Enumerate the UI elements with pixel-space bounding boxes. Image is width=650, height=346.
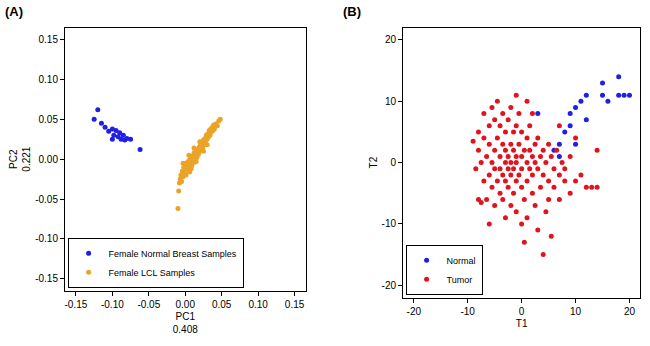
- svg-text:0: 0: [519, 306, 525, 317]
- svg-text:10: 10: [385, 96, 397, 107]
- svg-text:0.05: 0.05: [39, 114, 59, 125]
- svg-text:20: 20: [385, 34, 397, 45]
- svg-text:0.10: 0.10: [39, 74, 59, 85]
- svg-text:-0.15: -0.15: [35, 273, 58, 284]
- svg-text:-10: -10: [460, 306, 475, 317]
- svg-text:0.00: 0.00: [39, 154, 59, 165]
- svg-text:T2: T2: [368, 156, 379, 168]
- svg-text:-0.15: -0.15: [65, 299, 88, 310]
- svg-text:-20: -20: [382, 280, 397, 291]
- svg-text:(A): (A): [5, 4, 23, 19]
- svg-text:-0.05: -0.05: [137, 299, 160, 310]
- svg-text:0.15: 0.15: [285, 299, 305, 310]
- svg-text:-0.10: -0.10: [35, 233, 58, 244]
- svg-text:Female Normal Breast Samples: Female Normal Breast Samples: [109, 249, 237, 259]
- svg-text:PC20.221: PC20.221: [8, 146, 32, 171]
- svg-text:Female LCL Samples: Female LCL Samples: [109, 268, 196, 278]
- svg-text:-20: -20: [407, 306, 422, 317]
- svg-text:0.00: 0.00: [176, 299, 196, 310]
- svg-text:Normal: Normal: [447, 256, 476, 266]
- svg-text:-0.05: -0.05: [35, 194, 58, 205]
- svg-text:20: 20: [624, 306, 636, 317]
- svg-text:0: 0: [390, 157, 396, 168]
- svg-text:(B): (B): [343, 4, 361, 19]
- svg-text:PC10.408: PC10.408: [173, 311, 198, 335]
- svg-text:T1: T1: [516, 318, 528, 329]
- svg-text:-0.10: -0.10: [101, 299, 124, 310]
- svg-text:0.10: 0.10: [248, 299, 268, 310]
- svg-text:Tumor: Tumor: [447, 275, 473, 285]
- svg-text:10: 10: [570, 306, 582, 317]
- svg-text:-10: -10: [382, 218, 397, 229]
- svg-text:0.15: 0.15: [39, 34, 59, 45]
- svg-text:0.05: 0.05: [212, 299, 232, 310]
